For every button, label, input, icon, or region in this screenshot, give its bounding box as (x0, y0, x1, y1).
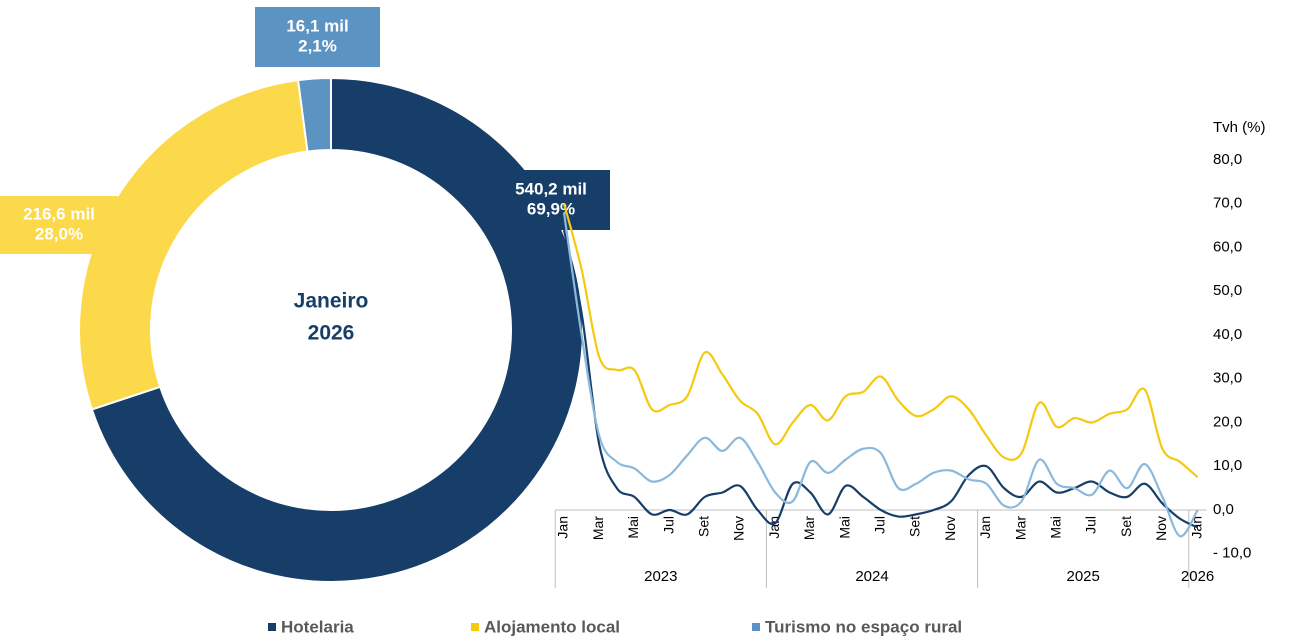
y-tick-label: 50,0 (1213, 282, 1242, 299)
group-label: 2025 (1067, 568, 1100, 585)
line-series (562, 212, 1199, 538)
center-label: 2026 (308, 322, 355, 345)
x-tick-label: Jan (766, 516, 782, 539)
data-label-box (492, 170, 610, 230)
x-tick-label: Nov (1153, 516, 1169, 541)
x-tick-label: Jul (1083, 516, 1099, 534)
x-tick-label: Jan (555, 516, 571, 539)
x-tick-label: Set (696, 516, 712, 537)
legend-label: Turismo no espaço rural (765, 617, 962, 636)
x-tick-label: Set (907, 516, 923, 537)
data-label-box (0, 196, 118, 254)
x-tick-label: Set (1118, 516, 1134, 537)
group-label: 2024 (855, 568, 888, 585)
legend-label: Hotelaria (281, 617, 354, 636)
y-tick-label: 80,0 (1213, 151, 1242, 168)
data-label: 540,2 mil (515, 179, 587, 198)
legend-marker (752, 623, 760, 631)
legend-label: Alojamento local (484, 617, 620, 636)
donut-slice (78, 79, 309, 411)
x-tick-label: Mar (1012, 516, 1028, 540)
y-tick-label: 60,0 (1213, 238, 1242, 255)
y-tick-label: 10,0 (1213, 457, 1242, 474)
group-label: 2023 (644, 568, 677, 585)
x-tick-label: Mai (625, 516, 641, 539)
donut-slice (296, 76, 332, 153)
y-tick-label: 70,0 (1213, 195, 1242, 212)
y-tick-label: 0,0 (1213, 501, 1234, 518)
y-axis-label: Tvh (%) (1213, 119, 1266, 136)
center-label: Janeiro (294, 290, 369, 313)
line-series (562, 229, 1199, 529)
x-tick-label: Mai (836, 516, 852, 539)
data-label: 216,6 mil (23, 204, 95, 223)
legend-marker (471, 623, 479, 631)
x-tick-label: Jul (660, 516, 676, 534)
data-label-box (255, 7, 380, 67)
x-tick-label: Jan (977, 516, 993, 539)
group-label: 2026 (1181, 568, 1214, 585)
x-tick-label: Mai (1048, 516, 1064, 539)
data-label: 16,1 mil (286, 16, 348, 35)
x-tick-label: Mar (801, 516, 817, 540)
x-tick-label: Mar (590, 516, 606, 540)
y-tick-label: 30,0 (1213, 370, 1242, 387)
legend-marker (268, 623, 276, 631)
y-tick-label: - 10,0 (1213, 545, 1251, 562)
line-series (562, 203, 1199, 479)
y-tick-label: 40,0 (1213, 326, 1242, 343)
x-tick-label: Nov (731, 516, 747, 541)
data-label: 28,0% (35, 224, 83, 243)
x-tick-label: Nov (942, 516, 958, 541)
donut-slice (90, 76, 584, 583)
data-label: 2,1% (298, 36, 337, 55)
x-tick-label: Jul (872, 516, 888, 534)
y-tick-label: 20,0 (1213, 413, 1242, 430)
